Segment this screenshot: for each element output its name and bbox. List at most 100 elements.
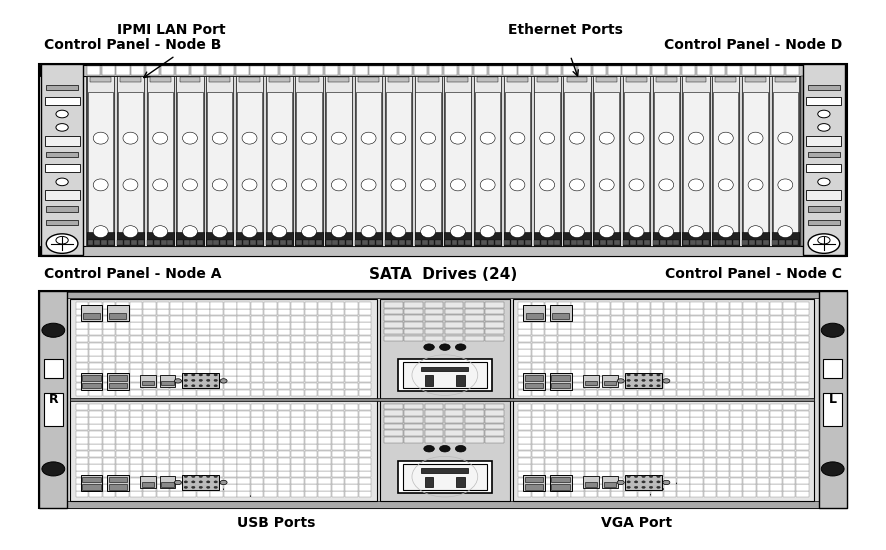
Bar <box>625 383 637 389</box>
Bar <box>143 437 156 444</box>
Bar <box>116 389 128 396</box>
Circle shape <box>657 379 660 382</box>
Bar <box>278 370 291 376</box>
Bar <box>384 322 402 328</box>
Bar <box>650 458 663 464</box>
Bar <box>503 66 517 75</box>
Bar <box>703 376 716 382</box>
Bar <box>236 76 263 246</box>
Circle shape <box>649 475 653 477</box>
Bar <box>664 302 676 309</box>
Bar <box>571 424 584 430</box>
Bar <box>157 322 169 329</box>
Bar <box>214 240 220 245</box>
Bar <box>518 417 531 424</box>
Bar <box>571 316 584 322</box>
Bar <box>806 136 842 146</box>
Bar <box>89 417 102 424</box>
Bar <box>331 370 345 376</box>
Bar <box>465 410 484 416</box>
Bar <box>598 458 610 464</box>
Bar <box>318 329 330 336</box>
Bar <box>650 302 663 309</box>
Bar <box>623 76 650 246</box>
Bar <box>445 404 463 409</box>
Bar <box>129 485 142 491</box>
Bar <box>551 477 570 482</box>
Bar <box>331 363 345 369</box>
Bar <box>211 417 223 424</box>
Bar <box>770 349 782 355</box>
Bar <box>305 451 317 457</box>
Bar <box>730 491 742 497</box>
Ellipse shape <box>183 226 198 238</box>
Bar <box>638 383 649 389</box>
Bar <box>147 92 173 243</box>
Bar <box>305 464 317 470</box>
Bar <box>346 389 358 396</box>
Circle shape <box>627 374 630 376</box>
Bar <box>611 437 624 444</box>
Bar <box>488 66 501 75</box>
Ellipse shape <box>331 226 346 238</box>
Bar <box>611 376 624 382</box>
Circle shape <box>214 475 217 477</box>
Bar <box>682 76 710 246</box>
Bar <box>638 485 649 491</box>
Bar <box>690 424 703 430</box>
Bar <box>533 232 561 246</box>
Bar <box>211 451 223 457</box>
Bar <box>251 404 263 410</box>
Bar <box>278 451 291 457</box>
Bar <box>170 464 183 470</box>
Circle shape <box>618 480 625 485</box>
Bar <box>677 322 689 329</box>
Bar <box>197 431 210 437</box>
Bar <box>571 389 584 396</box>
Bar <box>783 458 796 464</box>
Bar <box>346 383 358 389</box>
Bar <box>359 316 371 322</box>
Bar <box>183 485 196 491</box>
Bar <box>772 76 799 246</box>
Bar <box>626 475 662 490</box>
Bar <box>243 240 249 245</box>
Ellipse shape <box>450 132 465 144</box>
Bar <box>384 316 402 321</box>
Bar <box>730 309 742 315</box>
Bar <box>143 389 156 396</box>
Bar <box>625 478 637 484</box>
Ellipse shape <box>123 179 138 191</box>
Bar <box>414 66 427 75</box>
Bar <box>598 417 610 424</box>
Bar <box>305 316 317 322</box>
Circle shape <box>818 178 830 186</box>
Bar <box>585 437 597 444</box>
Bar <box>102 66 114 75</box>
Bar <box>638 431 649 437</box>
Bar <box>743 437 756 444</box>
Bar <box>638 309 649 315</box>
Bar <box>664 431 676 437</box>
Bar <box>703 485 716 491</box>
Bar <box>221 240 226 245</box>
Bar <box>703 363 716 369</box>
Bar <box>545 322 557 329</box>
Bar <box>251 458 263 464</box>
Bar <box>558 349 571 355</box>
Bar <box>116 478 128 484</box>
Bar <box>518 471 531 477</box>
Bar <box>558 316 571 322</box>
Bar <box>690 349 703 355</box>
Bar <box>346 329 358 336</box>
Bar <box>518 336 531 342</box>
Bar <box>305 356 317 362</box>
Bar <box>558 309 571 315</box>
Bar <box>157 383 169 389</box>
Bar <box>197 478 210 484</box>
Bar <box>611 302 624 309</box>
Bar <box>677 309 689 315</box>
Bar <box>206 232 233 246</box>
Text: L: L <box>828 393 836 406</box>
Bar <box>197 336 210 342</box>
